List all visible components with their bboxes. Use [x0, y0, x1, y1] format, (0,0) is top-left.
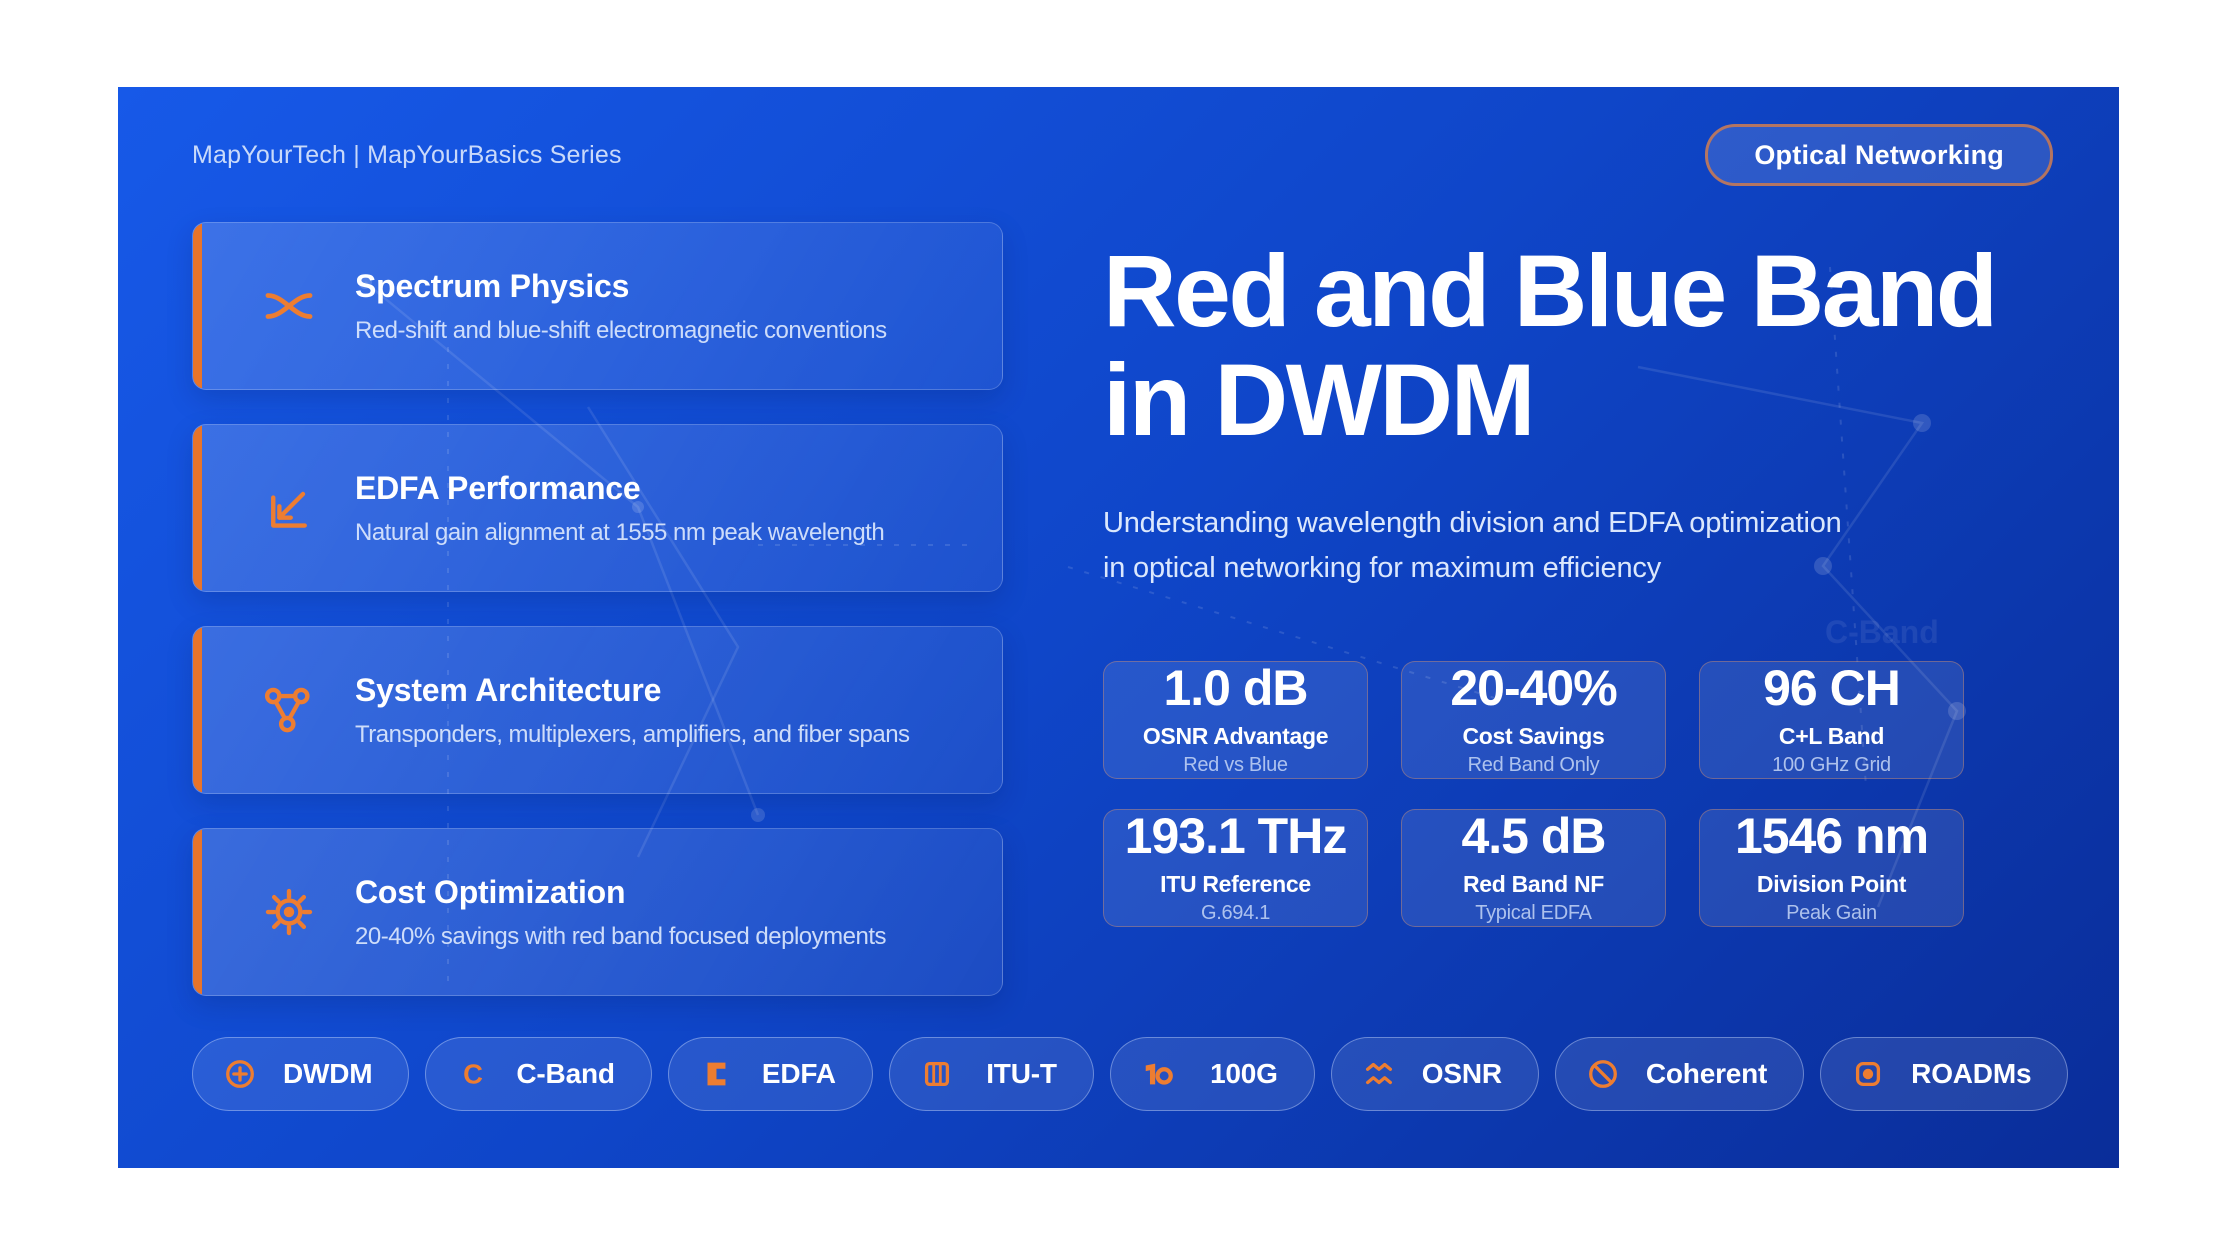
stat-label: Division Point	[1756, 871, 1907, 898]
hero-section: Red and Blue Band in DWDM Understanding w…	[1103, 87, 2063, 928]
amplifier-block-icon	[707, 1062, 726, 1086]
grid-columns-icon	[924, 1061, 949, 1087]
stat-sublabel: G.694.1	[1200, 902, 1271, 925]
plus-circle-icon	[226, 1060, 254, 1088]
stat-sublabel: Peak Gain	[1786, 902, 1877, 925]
tag-label: ROADMs	[1911, 1058, 2032, 1089]
tag-label: EDFA	[761, 1058, 836, 1089]
stat-label: OSNR Advantage	[1142, 723, 1329, 750]
network-topology-icon	[264, 687, 310, 733]
tag-dwdm[interactable]: DWDM	[192, 1037, 410, 1111]
stat-value: 4.5 dB	[1461, 808, 1606, 865]
stat-value: 96 CH	[1763, 660, 1901, 717]
tag-label: OSNR	[1421, 1058, 1502, 1089]
svg-text:C: C	[464, 1058, 484, 1089]
stat-card-channels[interactable]: 96 CH C+L Band 100 GHz Grid	[1699, 660, 1964, 780]
stat-card-division-point[interactable]: 1546 nm Division Point Peak Gain	[1699, 808, 1964, 928]
tag-osnr[interactable]: OSNR	[1330, 1037, 1539, 1111]
record-square-icon	[1856, 1061, 1881, 1087]
tag-label: C-Band	[516, 1058, 615, 1089]
tag-c-band[interactable]: C C-Band	[425, 1037, 652, 1111]
topic-list: Spectrum Physics Red-shift and blue-shif…	[192, 222, 1003, 996]
topic-card-cost-optimization[interactable]: Cost Optimization 20-40% savings with re…	[192, 828, 1003, 996]
topic-card-system-architecture[interactable]: System Architecture Transponders, multip…	[192, 626, 1003, 794]
stat-label: ITU Reference	[1160, 871, 1311, 898]
stat-value: 1546 nm	[1734, 808, 1929, 865]
stat-value: 1.0 dB	[1163, 660, 1308, 717]
topic-desc: Transponders, multiplexers, amplifiers, …	[355, 720, 910, 748]
tag-100g[interactable]: 100G	[1109, 1037, 1315, 1111]
tag-edfa[interactable]: EDFA	[667, 1037, 873, 1111]
stat-sublabel: 100 GHz Grid	[1772, 754, 1891, 777]
tag-label: Coherent	[1645, 1058, 1768, 1089]
brand-text: MapYourTech | MapYourBasics Series	[192, 140, 622, 169]
tag-row: DWDM C C-Band EDFA ITU-T	[192, 1037, 2069, 1111]
tag-label: 100G	[1210, 1058, 1278, 1089]
stat-label: C+L Band	[1778, 723, 1885, 750]
tag-itu-t[interactable]: ITU-T	[888, 1037, 1094, 1111]
stat-sublabel: Red vs Blue	[1183, 754, 1288, 777]
category-badge[interactable]: Optical Networking	[1705, 124, 2053, 186]
stat-sublabel: Typical EDFA	[1475, 902, 1592, 925]
double-wave-icon	[1365, 1062, 1392, 1085]
stat-label: Red Band NF	[1462, 871, 1605, 898]
topic-title: EDFA Performance	[355, 469, 641, 506]
stat-card-cost-savings[interactable]: 20-40% Cost Savings Red Band Only	[1401, 660, 1666, 780]
slide-canvas: C-Band MapYourTech | MapYourBasics Serie…	[118, 87, 2119, 1168]
topic-card-edfa-performance[interactable]: EDFA Performance Natural gain alignment …	[192, 424, 1003, 592]
topic-card-spectrum-physics[interactable]: Spectrum Physics Red-shift and blue-shif…	[192, 222, 1003, 390]
stat-card-itu-reference[interactable]: 193.1 THz ITU Reference G.694.1	[1103, 808, 1368, 928]
stat-card-osnr-advantage[interactable]: 1.0 dB OSNR Advantage Red vs Blue	[1103, 660, 1368, 780]
topic-desc: 20-40% savings with red band focused dep…	[355, 922, 887, 950]
stat-value: 20-40%	[1450, 660, 1617, 717]
topic-desc: Red-shift and blue-shift electromagnetic…	[355, 316, 887, 344]
sun-optimize-icon	[265, 888, 313, 936]
topic-title: Cost Optimization	[355, 873, 626, 910]
letter-c-icon: C	[464, 1058, 484, 1089]
header: MapYourTech | MapYourBasics Series Optic…	[192, 124, 2053, 186]
ten-gig-icon	[1145, 1063, 1173, 1085]
stat-label: Cost Savings	[1462, 723, 1605, 750]
ban-icon	[1588, 1060, 1617, 1088]
topic-title: Spectrum Physics	[355, 267, 630, 304]
tag-label: DWDM	[283, 1058, 373, 1089]
topic-title: System Architecture	[355, 671, 662, 708]
stat-card-red-band-nf[interactable]: 4.5 dB Red Band NF Typical EDFA	[1401, 808, 1666, 928]
wave-interference-icon	[265, 293, 313, 319]
category-badge-label: Optical Networking	[1754, 139, 2004, 170]
page-title: Red and Blue Band in DWDM	[1103, 234, 1998, 458]
trend-down-arrow-icon	[271, 491, 307, 528]
stats-grid: 1.0 dB OSNR Advantage Red vs Blue 20-40%…	[1103, 660, 2063, 928]
page-subtitle: Understanding wavelength division and ED…	[1103, 507, 1842, 585]
stat-value: 193.1 THz	[1124, 808, 1348, 865]
tag-coherent[interactable]: Coherent	[1554, 1037, 1805, 1111]
stat-sublabel: Red Band Only	[1467, 754, 1600, 777]
tag-label: ITU-T	[986, 1058, 1057, 1089]
tag-roadms[interactable]: ROADMs	[1820, 1037, 2069, 1111]
topic-desc: Natural gain alignment at 1555 nm peak w…	[355, 518, 885, 546]
